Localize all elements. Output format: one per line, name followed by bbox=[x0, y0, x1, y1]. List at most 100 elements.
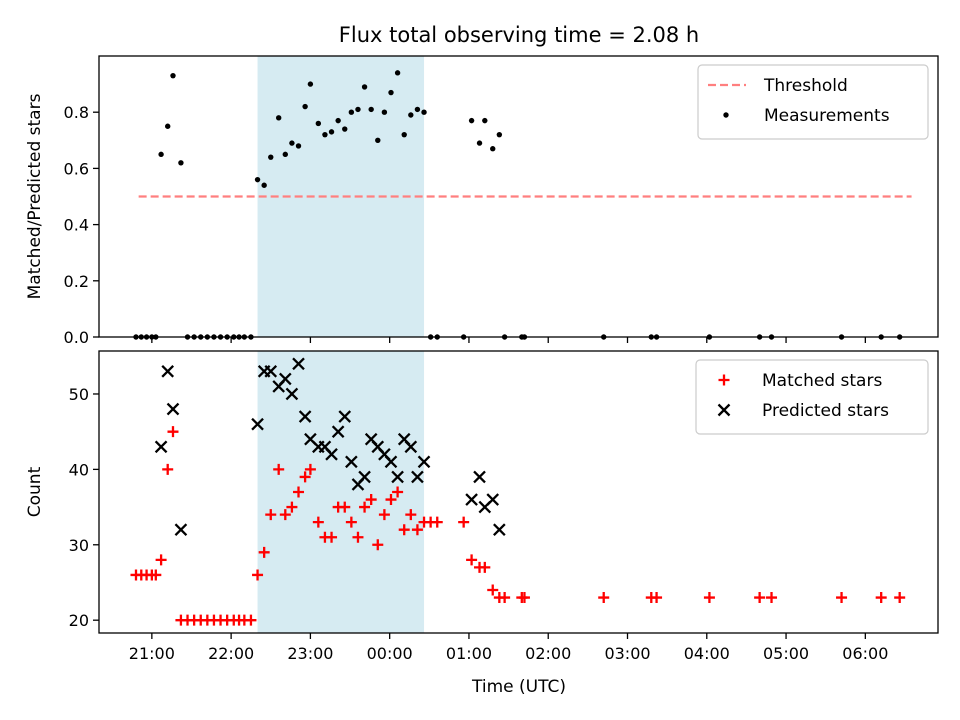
data-point bbox=[358, 470, 371, 484]
data-point bbox=[499, 592, 511, 604]
x-tick-label: 05:00 bbox=[763, 644, 809, 663]
legend-swatch bbox=[723, 112, 729, 118]
legend: Matched stars Predicted stars bbox=[695, 359, 929, 435]
data-point bbox=[414, 106, 421, 113]
data-point bbox=[408, 112, 414, 118]
data-point bbox=[493, 523, 506, 537]
data-point bbox=[261, 182, 267, 188]
y-tick-label: 0.2 bbox=[64, 272, 89, 291]
data-point bbox=[703, 592, 715, 604]
data-point bbox=[279, 509, 291, 521]
data-point bbox=[312, 516, 324, 528]
data-point bbox=[167, 426, 179, 438]
data-point bbox=[258, 546, 270, 558]
data-point bbox=[251, 417, 264, 431]
data-point bbox=[322, 131, 328, 138]
data-point bbox=[476, 140, 483, 146]
data-point bbox=[372, 539, 384, 551]
data-point bbox=[421, 109, 427, 115]
y-tick-label: 50 bbox=[69, 385, 89, 404]
data-point bbox=[411, 524, 423, 536]
data-point bbox=[381, 109, 388, 115]
data-point bbox=[766, 592, 778, 604]
data-point bbox=[385, 494, 397, 506]
data-point bbox=[392, 486, 404, 498]
data-point bbox=[352, 531, 364, 543]
observing-window-shade bbox=[257, 56, 425, 337]
data-point bbox=[265, 509, 277, 521]
data-point bbox=[264, 365, 278, 378]
data-point bbox=[496, 131, 503, 138]
data-point bbox=[286, 501, 298, 513]
data-point bbox=[154, 440, 168, 454]
x-tick-label: 21:00 bbox=[129, 644, 175, 663]
data-point bbox=[458, 516, 470, 528]
legend-swatch bbox=[718, 374, 730, 386]
data-point bbox=[431, 516, 443, 528]
panel-count: 20 30 40 50 21:00 22:00 23:00 00:00 01:00 02:00 03… bbox=[25, 350, 939, 663]
data-point bbox=[875, 592, 887, 604]
legend-label: Measurements bbox=[764, 106, 890, 126]
data-point bbox=[405, 509, 417, 521]
data-point bbox=[273, 463, 285, 475]
data-point bbox=[326, 531, 338, 543]
data-point bbox=[289, 140, 295, 146]
data-point bbox=[174, 523, 188, 537]
data-point bbox=[345, 516, 357, 528]
data-point bbox=[298, 410, 312, 423]
y-axis-label: Matched/Predicted stars bbox=[25, 93, 45, 299]
y-tick-label: 30 bbox=[69, 536, 89, 555]
data-point bbox=[465, 493, 478, 506]
data-point bbox=[375, 137, 381, 143]
data-point bbox=[292, 357, 305, 371]
x-tick-label: 03:00 bbox=[604, 644, 650, 663]
plot-frame bbox=[98, 55, 939, 338]
x-tick-label: 02:00 bbox=[525, 644, 571, 663]
y-tick-label: 0.4 bbox=[64, 216, 89, 235]
data-point bbox=[295, 143, 302, 149]
data-point bbox=[754, 592, 766, 604]
data-point bbox=[275, 115, 282, 121]
data-point bbox=[359, 501, 371, 513]
data-point bbox=[335, 117, 341, 124]
x-tick-label: 23:00 bbox=[287, 644, 333, 663]
x-tick-label: 00:00 bbox=[367, 644, 413, 663]
data-point bbox=[384, 455, 398, 469]
data-point bbox=[245, 614, 257, 626]
y-tick-label: 0.0 bbox=[64, 328, 89, 347]
data-point bbox=[338, 410, 352, 423]
data-point bbox=[482, 117, 488, 124]
legend-label: Predicted stars bbox=[762, 401, 889, 421]
data-point bbox=[365, 494, 377, 506]
data-point bbox=[302, 103, 308, 110]
data-point bbox=[299, 471, 311, 483]
data-point bbox=[486, 493, 500, 506]
data-point bbox=[331, 425, 345, 438]
legend-swatch bbox=[717, 403, 731, 417]
data-point bbox=[348, 109, 355, 115]
data-point bbox=[411, 470, 424, 484]
legend: Threshold Measurements bbox=[697, 64, 929, 140]
data-point bbox=[518, 592, 530, 604]
x-axis-label: Time (UTC) bbox=[471, 677, 566, 697]
x-tick-label: 01:00 bbox=[446, 644, 492, 663]
data-point bbox=[178, 160, 184, 166]
data-point bbox=[388, 89, 394, 96]
series-predicted-stars bbox=[154, 357, 506, 537]
series-matched-stars bbox=[130, 426, 906, 626]
legend-label: Threshold bbox=[763, 76, 848, 96]
y-tick-label: 40 bbox=[69, 460, 89, 479]
data-point bbox=[894, 592, 906, 604]
data-point bbox=[490, 146, 496, 152]
panel-ratio: 0.0 0.2 0.4 0.6 0.8 Matched/Predicted stars Th… bbox=[25, 55, 939, 347]
data-point bbox=[282, 151, 288, 158]
data-point bbox=[339, 501, 351, 513]
data-point bbox=[401, 131, 407, 138]
data-point bbox=[150, 569, 162, 581]
data-point bbox=[468, 117, 475, 124]
data-point bbox=[598, 592, 610, 604]
y-axis-label: Count bbox=[25, 466, 45, 517]
data-point bbox=[836, 592, 848, 604]
x-tick-label: 04:00 bbox=[684, 644, 730, 663]
